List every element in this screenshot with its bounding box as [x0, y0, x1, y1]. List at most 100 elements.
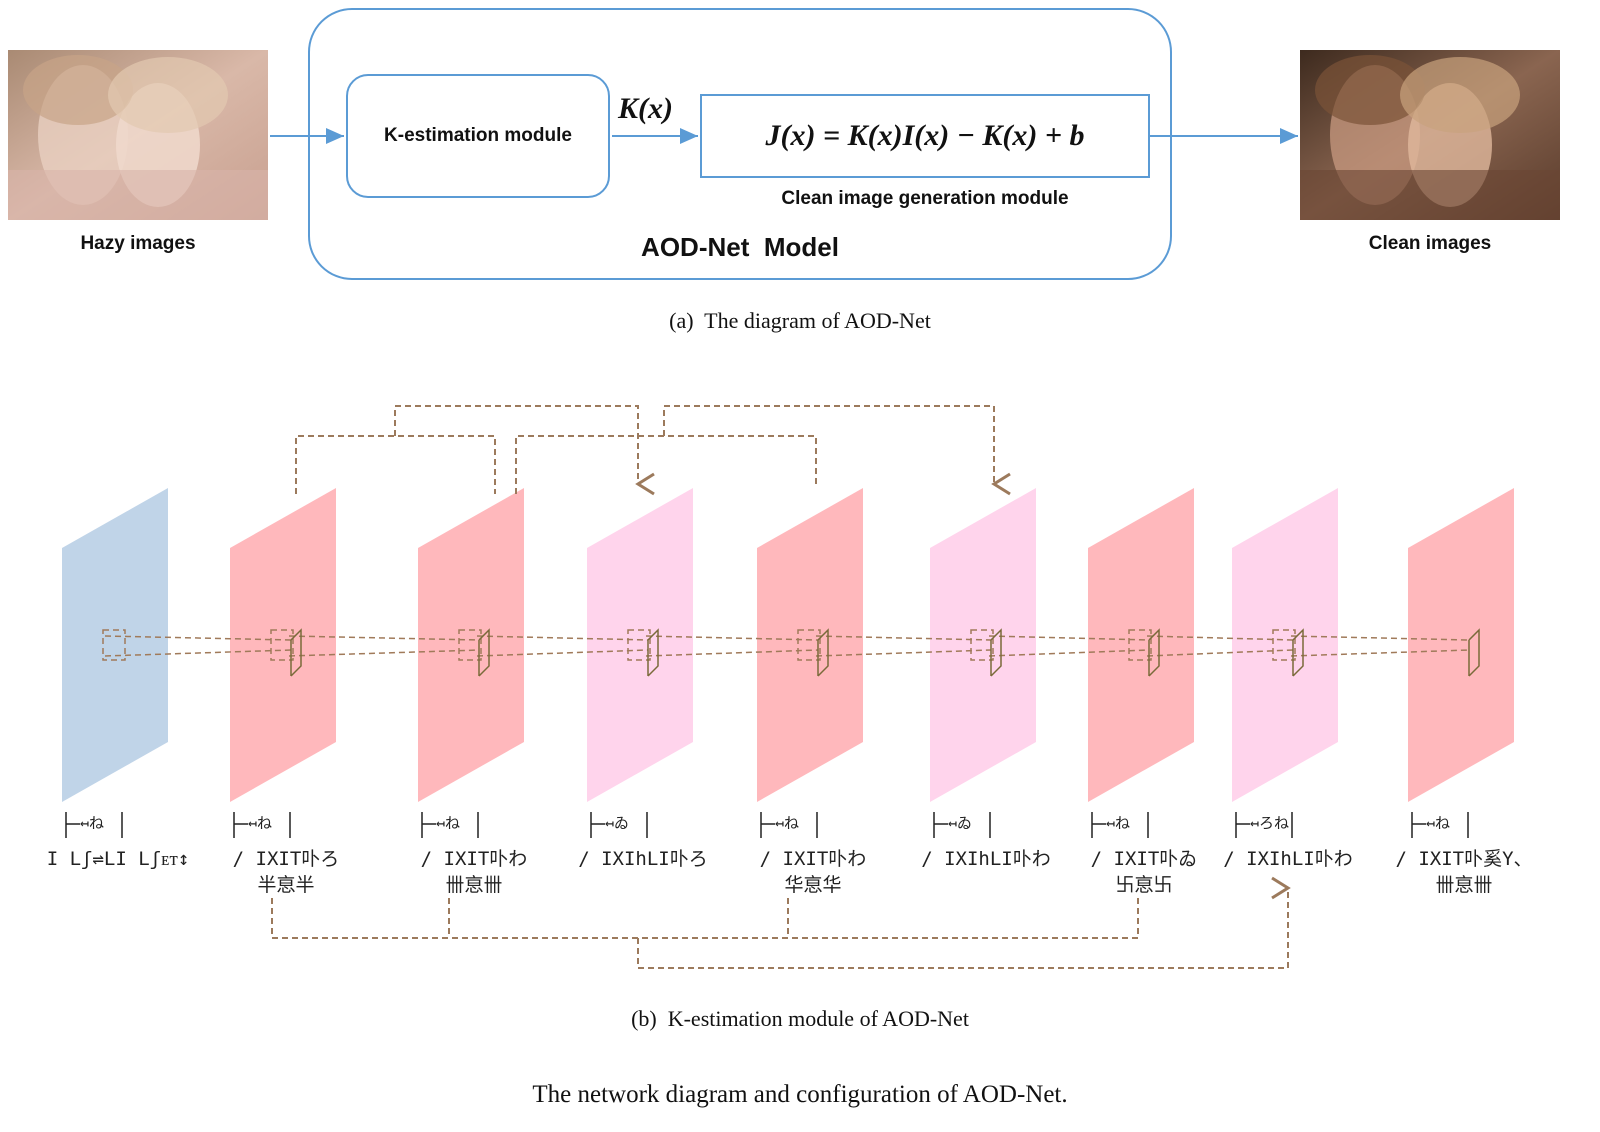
layer-plane-4 — [587, 488, 693, 802]
concat-link-2 — [515, 435, 817, 494]
layer-plane-2 — [230, 488, 336, 802]
kernel-dim-marker-8 — [1235, 812, 1293, 838]
layer-plane-3 — [418, 488, 524, 802]
figure-caption: The network diagram and configuration of… — [532, 1081, 1068, 1108]
formula-box: J(x) = K(x)I(x) − K(x) + b — [700, 94, 1150, 178]
receptive-line-top-3 — [476, 635, 649, 641]
k-estimation-module-label: K-estimation module — [384, 125, 572, 146]
kernel-mark-4 — [647, 628, 659, 677]
layer-name-line2: 卌恴卌 — [1435, 874, 1493, 896]
receptive-line-top-1 — [104, 635, 292, 641]
receptive-line-bottom-2 — [288, 649, 480, 657]
layer-plane-6 — [930, 488, 1036, 802]
layer-name-line2: 华恴华 — [784, 874, 842, 896]
part-a-arrows — [270, 128, 1298, 144]
layer-name-line1: / IXIT卟わ — [759, 848, 867, 870]
receptive-box-7 — [1128, 629, 1152, 661]
kernel-size-label-1: ↤ね — [80, 814, 105, 832]
layer-name-7: / IXIT卟ゐ 卐恴卐 — [1054, 846, 1234, 898]
receptive-box-8 — [1272, 629, 1296, 661]
receptive-box-5 — [797, 629, 821, 661]
formula: J(x) = K(x)I(x) − K(x) + b — [765, 119, 1085, 152]
kernel-mark-8 — [1292, 628, 1304, 677]
layer-name-line1: / IXIT卟わ — [420, 848, 528, 870]
receptive-box-2 — [270, 629, 294, 661]
caption-b: (b) K-estimation module of AOD-Net — [631, 1006, 969, 1031]
receptive-line-bottom-6 — [988, 649, 1150, 657]
layer-name-9: / IXIT卟奚Y、 卌恴卌 — [1374, 846, 1554, 898]
receptive-line-top-6 — [988, 635, 1150, 641]
layer-plane-1 — [62, 488, 168, 802]
kernel-dim-marker-5 — [760, 812, 818, 838]
kernel-mark-5 — [817, 628, 829, 677]
kernel-size-label-6: ↤ゐ — [948, 814, 973, 832]
receptive-line-bottom-4 — [645, 649, 819, 657]
k-arrow-label: K(x) — [618, 92, 673, 125]
clean-images-label: Clean images — [1368, 233, 1492, 254]
kernel-dim-marker-3 — [421, 812, 479, 838]
layer-name-line2: 卐恴卐 — [1115, 874, 1173, 896]
receptive-box-3 — [458, 629, 482, 661]
kernel-dim-marker-4 — [590, 812, 648, 838]
kernel-mark-2 — [290, 628, 302, 677]
concat-link-1-drop — [394, 405, 655, 496]
kernel-size-label-8: ↤ろね — [1250, 814, 1290, 832]
kernel-size-label-4: ↤ゐ — [605, 814, 630, 832]
clean-module-label: Clean image generation module — [781, 188, 1069, 209]
receptive-line-bottom-1 — [104, 649, 292, 657]
hazy-image — [8, 50, 268, 220]
layer-plane-7 — [1088, 488, 1194, 802]
kernel-size-label-3: ↤ね — [436, 814, 461, 832]
concat-link-3 — [271, 898, 1139, 939]
kernel-mark-6 — [990, 628, 1002, 677]
kernel-mark-7 — [1148, 628, 1160, 677]
kernel-dim-marker-9 — [1411, 812, 1469, 838]
receptive-line-bottom-7 — [1146, 649, 1294, 657]
receptive-line-top-2 — [288, 635, 480, 641]
layer-name-line1: I Lʃ⇌LI Lʃᴇᴛ↕ — [46, 848, 190, 870]
concat-link-2b — [663, 405, 1011, 496]
kernel-size-label-7: ↤ね — [1106, 814, 1131, 832]
receptive-line-bottom-5 — [815, 649, 992, 657]
kernel-mark-9 — [1468, 628, 1480, 677]
layer-plane-5 — [757, 488, 863, 802]
caption-a: (a) The diagram of AOD-Net — [669, 308, 931, 333]
receptive-line-top-5 — [815, 635, 992, 641]
layer-name-line1: / IXIhLI卟わ — [921, 848, 1051, 870]
layer-name-2: / IXIT卟ろ 半恴半 — [196, 846, 376, 898]
layer-name-line2: 卌恴卌 — [445, 874, 503, 896]
kernel-size-label-9: ↤ね — [1426, 814, 1451, 832]
layer-name-8: / IXIhLI卟わ — [1198, 846, 1378, 872]
layer-name-6: / IXIhLI卟わ — [896, 846, 1076, 872]
layer-name-4: / IXIhLI卟ろ — [553, 846, 733, 872]
layer-name-line1: / IXIhLI卟ろ — [578, 848, 708, 870]
layer-name-line2: 半恴半 — [257, 874, 315, 896]
receptive-box-1 — [102, 629, 126, 661]
kernel-size-label-5: ↤ね — [775, 814, 800, 832]
kernel-dim-marker-1 — [65, 812, 123, 838]
kernel-mark-3 — [478, 628, 490, 677]
layer-name-3: / IXIT卟わ 卌恴卌 — [384, 846, 564, 898]
receptive-line-bottom-3 — [476, 649, 649, 657]
receptive-line-top-4 — [645, 635, 819, 641]
model-title: AOD-Net Model — [641, 231, 839, 262]
concat-link-4 — [637, 876, 1291, 969]
concat-link-1 — [295, 435, 496, 494]
layer-name-5: / IXIT卟わ 华恴华 — [723, 846, 903, 898]
hazy-images-label: Hazy images — [80, 233, 196, 254]
k-estimation-module-box: K-estimation module — [346, 74, 610, 198]
layer-name-1: I Lʃ⇌LI Lʃᴇᴛ↕ — [28, 846, 208, 872]
kernel-dim-marker-6 — [933, 812, 991, 838]
receptive-line-top-7 — [1146, 635, 1294, 641]
kernel-dim-marker-7 — [1091, 812, 1149, 838]
kernel-dim-marker-2 — [233, 812, 291, 838]
layer-name-line1: / IXIhLI卟わ — [1223, 848, 1353, 870]
layer-name-line1: / IXIT卟奚Y、 — [1395, 848, 1533, 870]
layer-name-line1: / IXIT卟ろ — [232, 848, 340, 870]
layer-name-line1: / IXIT卟ゐ — [1090, 848, 1198, 870]
layer-plane-9 — [1408, 488, 1514, 802]
receptive-box-4 — [627, 629, 651, 661]
layer-plane-8 — [1232, 488, 1338, 802]
kernel-size-label-2: ↤ね — [248, 814, 273, 832]
